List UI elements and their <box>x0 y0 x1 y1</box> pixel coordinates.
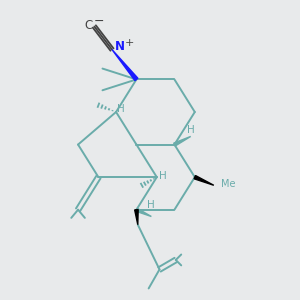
Text: N: N <box>115 40 124 53</box>
Text: +: + <box>125 38 134 48</box>
Text: C: C <box>84 19 92 32</box>
Text: H: H <box>148 200 155 210</box>
Polygon shape <box>112 50 138 81</box>
Text: H: H <box>117 104 125 114</box>
Polygon shape <box>135 210 138 225</box>
Polygon shape <box>136 208 152 217</box>
Polygon shape <box>194 176 214 185</box>
Polygon shape <box>174 136 191 146</box>
Text: H: H <box>188 125 195 136</box>
Text: −: − <box>94 15 104 28</box>
Text: Me: Me <box>220 179 235 189</box>
Text: H: H <box>159 171 166 181</box>
